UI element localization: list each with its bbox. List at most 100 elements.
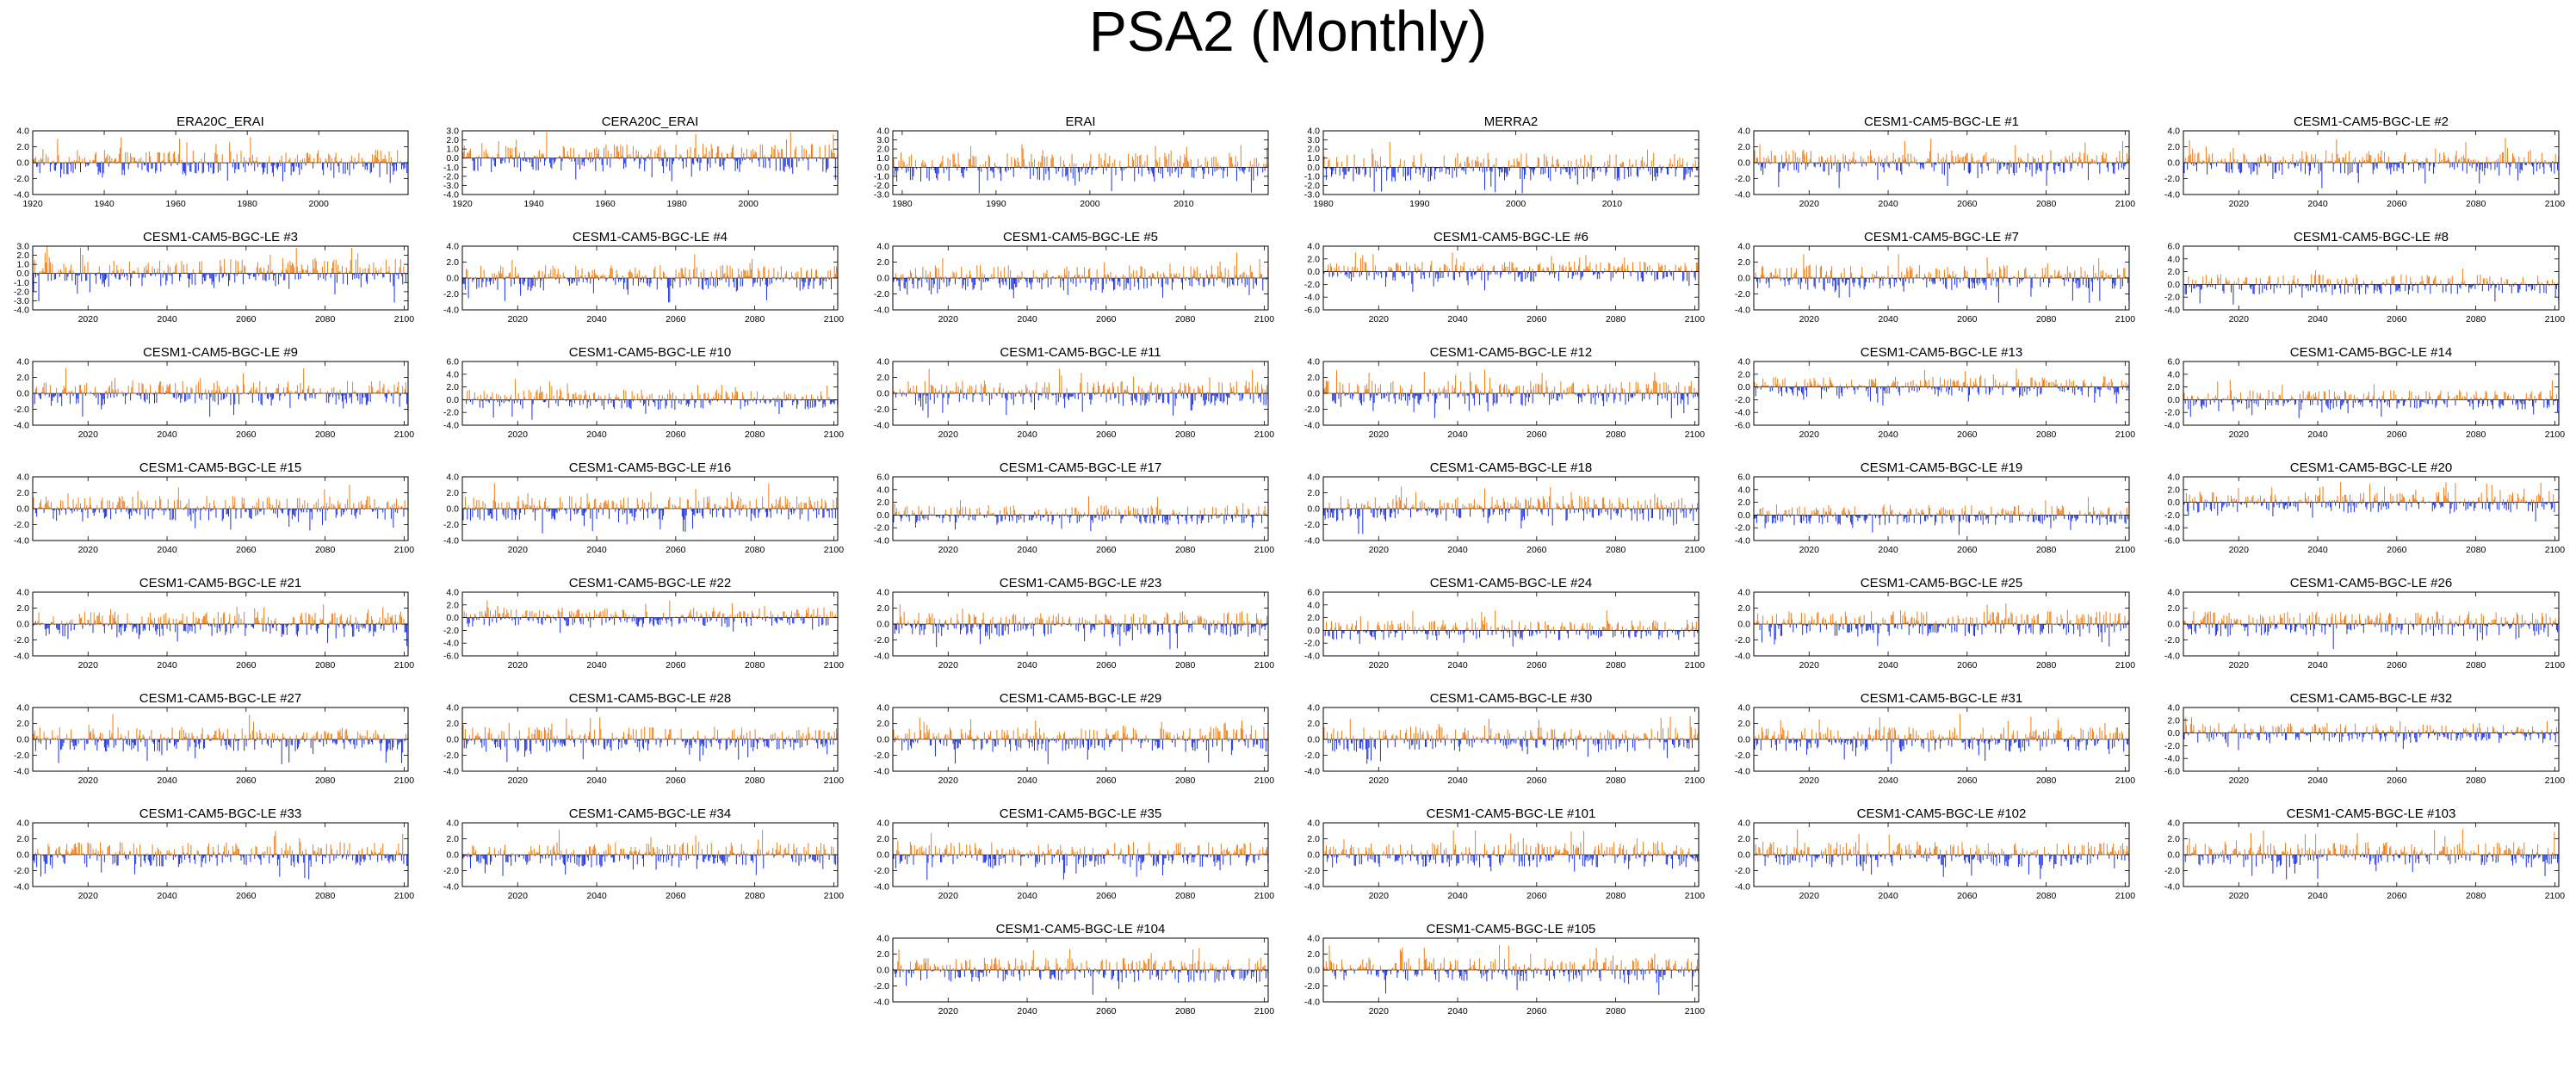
x-tick-label: 2080 <box>1606 314 1626 324</box>
x-tick-label: 2040 <box>586 314 607 324</box>
x-tick-label: 2020 <box>1369 314 1390 324</box>
bars-group <box>893 144 1269 194</box>
chart-title: CESM1-CAM5-BGC-LE #7 <box>1864 230 2019 244</box>
x-tick-label: 2020 <box>2229 199 2250 209</box>
x-tick-label: 2040 <box>1878 314 1898 324</box>
bars-group <box>893 252 1269 299</box>
y-tick-label: 6.0 <box>2167 242 2180 252</box>
x-tick-label: 2000 <box>1080 199 1100 209</box>
plot-frame <box>2183 245 2560 311</box>
bars-group <box>1323 141 1700 194</box>
chart-svg: CESM1-CAM5-BGC-LE #2 4.0 2.0 0.0 -2.0 -4.0 202… <box>2164 114 2566 209</box>
y-tick-label: 3.0 <box>16 242 29 252</box>
x-tick-label: 1980 <box>892 199 913 209</box>
y-tick-label: 4.0 <box>2167 254 2180 264</box>
chart-title: CESM1-CAM5-BGC-LE #2 <box>2294 114 2449 129</box>
y-tick-label: -2.0 <box>874 289 889 300</box>
chart-panel: CESM1-CAM5-BGC-LE #1 4.0 2.0 0.0 -2.0 -4.0 202… <box>1721 112 2152 222</box>
bars-group <box>2183 268 2560 305</box>
y-tick-label: -2.0 <box>874 181 889 191</box>
x-tick-label: 1960 <box>165 199 186 209</box>
bars-group <box>1754 139 2130 188</box>
y-tick-label: -3.0 <box>874 190 889 201</box>
x-tick-label: 2000 <box>309 199 330 209</box>
y-tick-label: -1.0 <box>1304 171 1320 182</box>
x-tick-label: 2010 <box>1602 199 1623 209</box>
x-tick-label: 1920 <box>22 199 43 209</box>
chart-title: CESM1-CAM5-BGC-LE #5 <box>1003 230 1158 244</box>
x-tick-label: 2100 <box>1254 314 1275 324</box>
chart-title: CESM1-CAM5-BGC-LE #3 <box>143 230 298 244</box>
y-tick-label: 3.0 <box>876 135 889 145</box>
y-tick-label: -2.0 <box>1735 289 1750 300</box>
y-tick-label: 2.0 <box>16 250 29 261</box>
y-tick-label: 1.0 <box>1307 153 1320 164</box>
chart-svg: CESM1-CAM5-BGC-LE #7 4.0 2.0 0.0 -2.0 -4.0 202… <box>1735 230 2135 324</box>
y-tick-label: 0.0 <box>16 269 29 279</box>
bars-group <box>462 132 839 182</box>
x-tick-label: 2040 <box>2307 199 2328 209</box>
y-tick-label: -1.0 <box>874 171 889 182</box>
y-tick-label: -2.0 <box>2164 293 2180 303</box>
chart-title: CESM1-CAM5-BGC-LE #8 <box>2294 230 2449 244</box>
y-tick-label: 4.0 <box>1307 242 1320 252</box>
x-tick-label: 2040 <box>1447 314 1468 324</box>
chart-svg: CESM1-CAM5-BGC-LE #8 6.0 4.0 2.0 0.0 -2.0 -4.0… <box>2164 230 2565 324</box>
chart-title: CESM1-CAM5-BGC-LE #9 <box>143 345 298 360</box>
y-tick-label: 0.0 <box>16 158 29 169</box>
chart-svg: CESM1-CAM5-BGC-LE #4 4.0 2.0 0.0 -2.0 -4.0 202… <box>443 230 845 324</box>
bars-group <box>33 368 409 417</box>
x-tick-label: 2100 <box>824 314 845 324</box>
x-tick-label: 2040 <box>2307 314 2328 324</box>
x-tick-label: 2080 <box>1175 314 1196 324</box>
chart-title: ERAI <box>1065 114 1095 129</box>
y-tick-label: 4.0 <box>446 242 459 252</box>
y-tick-label: -2.0 <box>1304 181 1320 191</box>
x-tick-label: 2100 <box>2545 199 2566 209</box>
y-tick-label: 0.0 <box>1737 274 1750 284</box>
x-tick-label: 2080 <box>745 314 765 324</box>
y-tick-label: 3.0 <box>1307 135 1320 145</box>
x-tick-label: 2020 <box>2229 314 2250 324</box>
bars-group <box>2183 138 2560 188</box>
y-tick-label: -4.0 <box>443 190 459 201</box>
y-tick-label: 0.0 <box>2167 158 2180 169</box>
chart-svg: CESM1-CAM5-BGC-LE #1 4.0 2.0 0.0 -2.0 -4.0 202… <box>1735 114 2135 209</box>
chart-panel: CESM1-CAM5-BGC-LE #2 4.0 2.0 0.0 -2.0 -4.0 202… <box>2151 112 2576 222</box>
chart-panel: ERAI 4.0 3.0 2.0 1.0 0.0 -1.0 -2.0 -3.0 1980 1990 2… <box>860 112 1291 222</box>
y-tick-label: 0.0 <box>1307 163 1320 173</box>
x-tick-label: 2060 <box>1096 314 1117 324</box>
chart-panel: CESM1-CAM5-BGC-LE #4 4.0 2.0 0.0 -2.0 -4.0 202… <box>430 227 860 337</box>
chart-svg: CESM1-CAM5-BGC-LE #3 3.02.01.00.0-1.0-2.0… <box>14 230 415 324</box>
y-tick-label: 2.0 <box>446 135 459 145</box>
chart-panel: MERRA2 4.0 3.0 2.0 1.0 0.0 -1.0 -2.0 -3.0 1980 199… <box>1291 112 1721 222</box>
chart-title: CESM1-CAM5-BGC-LE #4 <box>573 230 728 244</box>
x-tick-label: 2000 <box>739 199 759 209</box>
plot-frame <box>461 130 839 195</box>
x-tick-label: 2100 <box>394 314 415 324</box>
bars-group <box>33 246 409 303</box>
x-tick-label: 2040 <box>1878 199 1898 209</box>
x-tick-label: 2080 <box>2036 199 2057 209</box>
x-tick-label: 2020 <box>1799 314 1820 324</box>
plot-frame <box>1322 245 1700 311</box>
y-tick-label: 4.0 <box>2167 127 2180 137</box>
bars-group <box>462 254 839 303</box>
y-tick-label: -2.0 <box>2164 174 2180 184</box>
y-tick-label: 4.0 <box>16 127 29 137</box>
y-tick-label: -3.0 <box>443 181 459 191</box>
x-tick-label: 2040 <box>1017 314 1037 324</box>
y-tick-label: -2.0 <box>1735 174 1750 184</box>
chart-title: ERA20C_ERAI <box>176 114 264 129</box>
x-tick-label: 1980 <box>237 199 257 209</box>
y-tick-label: 0.0 <box>446 274 459 284</box>
y-tick-label: 4.0 <box>876 127 889 137</box>
y-tick-label: -2.0 <box>443 171 459 182</box>
y-tick-label: -2.0 <box>14 287 29 297</box>
y-tick-label: 2.0 <box>1307 254 1320 264</box>
y-tick-label: -2.0 <box>1304 280 1320 290</box>
bars-group <box>33 137 409 183</box>
chart-title: MERRA2 <box>1484 114 1539 129</box>
